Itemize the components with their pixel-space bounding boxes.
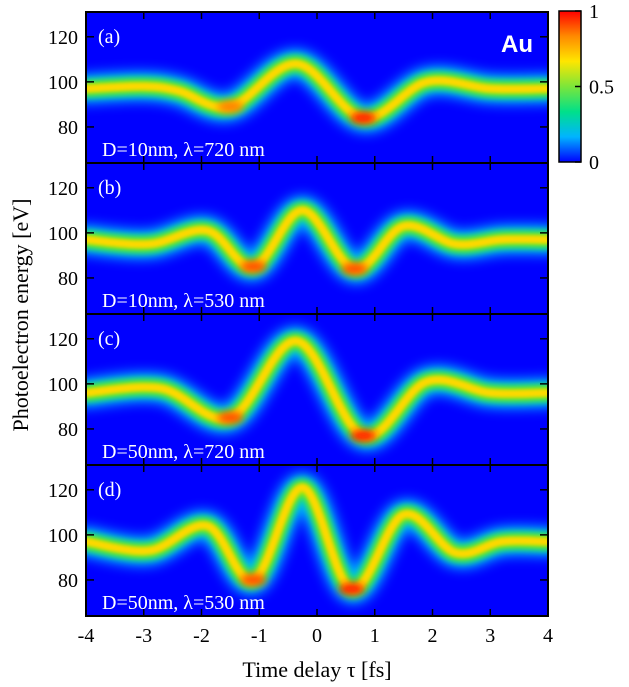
panel-2: (b) D=10nm, λ=530 nm	[86, 163, 548, 314]
peak-intensity	[341, 262, 368, 275]
x-tick-label: 2	[428, 625, 438, 647]
element-label: Au	[501, 31, 533, 58]
x-tick-label: 4	[543, 625, 553, 647]
y-tick-label: 80	[58, 419, 78, 441]
y-tick-label: 120	[48, 27, 78, 49]
ridge-band-4	[86, 206, 548, 273]
y-tick-label: 120	[48, 480, 78, 502]
x-tick-label: -3	[135, 625, 152, 647]
peak-intensity	[338, 582, 365, 595]
x-tick-label: 1	[370, 625, 380, 647]
peak-intensity	[217, 411, 244, 424]
y-tick-label: 80	[58, 117, 78, 139]
peak-intensity	[350, 429, 377, 442]
peak-intensity	[217, 100, 244, 113]
x-tick-label: -1	[251, 625, 268, 647]
ridge-band-4	[86, 337, 548, 440]
panel-label: (a)	[98, 26, 120, 48]
y-tick-label: 100	[48, 223, 78, 245]
ridge-band-4	[86, 483, 548, 593]
x-tick-label: -4	[78, 625, 95, 647]
y-tick-label: 120	[48, 178, 78, 200]
colorbar: 00.51	[558, 1, 614, 174]
panel-label: (c)	[98, 328, 120, 350]
panel-caption: D=50nm, λ=720 nm	[102, 441, 265, 463]
ridge-band-4	[86, 60, 548, 122]
panel-caption: D=50nm, λ=530 nm	[102, 592, 265, 614]
panel-caption: D=10nm, λ=720 nm	[102, 139, 265, 161]
colorbar-tick-label: 1	[589, 1, 599, 23]
panel-label: (b)	[98, 177, 121, 199]
y-tick-label: 100	[48, 374, 78, 396]
heatmap-panels: (a)D=10nm, λ=720 nm(b)D=10nm, λ=530 nm(c…	[86, 12, 548, 616]
y-tick-label: 80	[58, 570, 78, 592]
peak-intensity	[240, 573, 267, 586]
y-tick-label: 80	[58, 268, 78, 290]
colorbar-tick-label: 0.5	[589, 77, 614, 99]
y-tick-label: 100	[48, 72, 78, 94]
x-axis-title: Time delay τ [fs]	[242, 657, 391, 682]
y-axis-title: Photoelectron energy [eV]	[8, 199, 33, 432]
peak-intensity	[240, 260, 267, 273]
peak-intensity	[350, 111, 377, 124]
panel-3: (c) D=50nm, λ=720 nm	[86, 314, 548, 465]
y-tick-label: 100	[48, 525, 78, 547]
y-tick-label: 120	[48, 329, 78, 351]
panel-4: (d) D=50nm, λ=530 nm	[86, 465, 548, 616]
panel-1: (a) D=10nm, λ=720 nm	[86, 12, 548, 163]
x-tick-label: -2	[193, 625, 210, 647]
panel-label: (d)	[98, 479, 121, 501]
panel-caption: D=10nm, λ=530 nm	[102, 290, 265, 312]
x-tick-label: 3	[485, 625, 495, 647]
colorbar-tick-label: 0	[589, 152, 599, 174]
x-tick-label: 0	[312, 625, 322, 647]
